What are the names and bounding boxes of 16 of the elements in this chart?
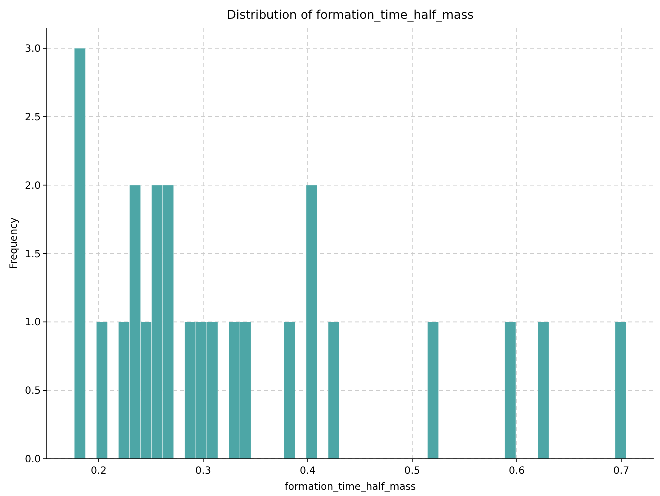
y-axis-title: Frequency [9, 218, 20, 270]
x-tick-label: 0.5 [404, 466, 420, 477]
y-tick-label: 0.0 [25, 454, 41, 466]
x-tick-label: 0.3 [196, 466, 212, 477]
y-tick-label: 0.5 [25, 386, 41, 398]
y-tick-label: 1.0 [25, 318, 41, 329]
y-tick-label: 3.0 [25, 44, 41, 56]
y-tick-label: 2.0 [25, 180, 41, 192]
x-tick-label: 0.7 [614, 466, 630, 477]
chart-title: Distribution of formation_time_half_mass [227, 8, 474, 22]
x-tick-label: 0.4 [300, 466, 316, 477]
x-tick-label: 0.2 [90, 466, 107, 477]
x-tick-label: 0.6 [509, 466, 525, 477]
y-tick-label: 2.5 [25, 112, 41, 124]
y-tick-label: 1.5 [25, 249, 41, 260]
x-axis-title: formation_time_half_mass [284, 482, 416, 493]
